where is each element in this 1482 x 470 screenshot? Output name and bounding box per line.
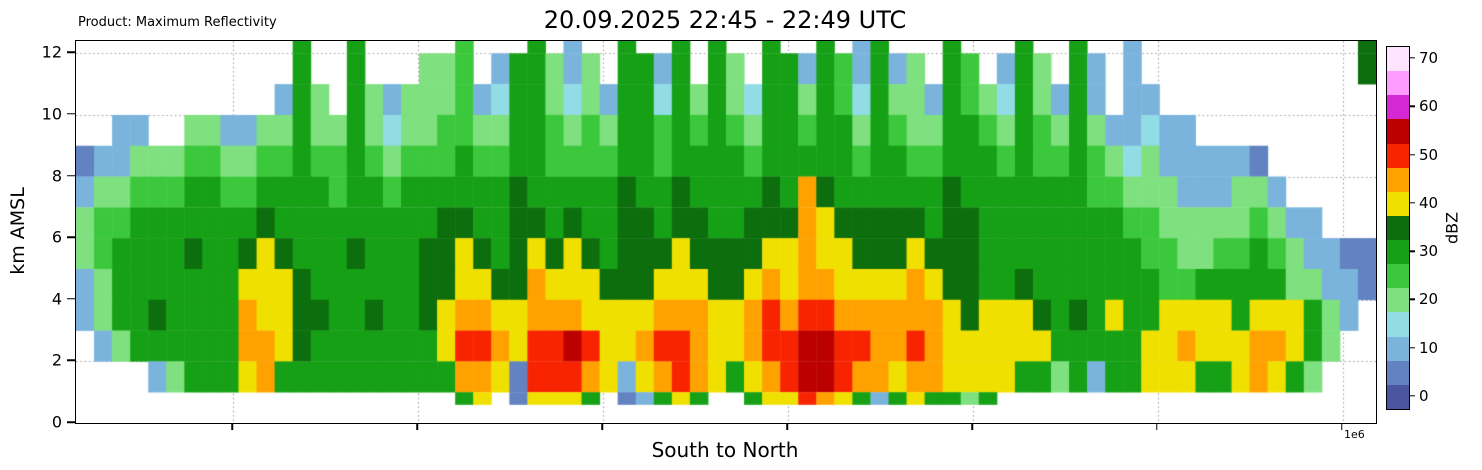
colorbar bbox=[1386, 46, 1410, 410]
colorbar-tick-mark bbox=[1410, 298, 1415, 301]
y-tick-labels: 0 2 4 6 8 10 12 bbox=[0, 40, 64, 432]
colorbar-tick-mark bbox=[1410, 57, 1415, 59]
y-tick-mark bbox=[67, 51, 75, 54]
colorbar-tick-mark bbox=[1410, 202, 1415, 204]
colorbar-tick-mark bbox=[1410, 250, 1415, 252]
x-tick-mark bbox=[1156, 423, 1158, 430]
x-tick-mark bbox=[786, 423, 788, 430]
colorbar-band bbox=[1387, 70, 1409, 96]
colorbar-band bbox=[1387, 239, 1409, 265]
x-tick-mark bbox=[416, 423, 418, 430]
x-tick-mark bbox=[231, 423, 233, 430]
colorbar-band bbox=[1387, 142, 1409, 168]
colorbar-tick-mark bbox=[1410, 153, 1415, 156]
y-tick-label: 0 bbox=[51, 412, 62, 432]
y-tick-mark bbox=[67, 298, 75, 300]
y-tick-mark bbox=[67, 359, 75, 362]
heatmap-canvas bbox=[76, 41, 1376, 423]
colorbar-tick-labels: 0 10 20 30 40 50 60 70 bbox=[1419, 46, 1459, 408]
plot-area bbox=[75, 40, 1377, 424]
colorbar-unit-label: dBZ bbox=[1442, 211, 1462, 245]
figure-title: 20.09.2025 22:45 - 22:49 UTC bbox=[543, 6, 907, 34]
y-tick-label: 6 bbox=[51, 227, 62, 247]
colorbar-tick-mark bbox=[1410, 346, 1415, 349]
colorbar-band bbox=[1387, 47, 1409, 72]
y-tick-mark bbox=[67, 236, 75, 238]
y-tick-mark bbox=[67, 174, 75, 177]
colorbar-tick-mark bbox=[1410, 105, 1415, 108]
x-axis-label: South to North bbox=[651, 438, 799, 462]
colorbar-band bbox=[1387, 336, 1409, 361]
y-tick-marks bbox=[67, 40, 75, 423]
y-tick-label: 2 bbox=[51, 350, 62, 370]
colorbar-bands bbox=[1387, 47, 1409, 409]
y-tick-label: 4 bbox=[51, 289, 62, 309]
colorbar-tick-label: 60 bbox=[1419, 97, 1439, 116]
colorbar-band bbox=[1387, 311, 1409, 337]
x-axis-offset-label: 1e6 bbox=[1344, 428, 1365, 441]
colorbar-band bbox=[1387, 94, 1409, 120]
y-tick-label: 8 bbox=[51, 166, 62, 186]
colorbar-band bbox=[1387, 263, 1409, 289]
colorbar-band bbox=[1387, 360, 1409, 385]
x-tick-mark bbox=[971, 423, 973, 430]
y-tick-label: 10 bbox=[41, 104, 62, 124]
x-tick-mark bbox=[1341, 423, 1343, 430]
colorbar-tick-label: 30 bbox=[1419, 242, 1439, 261]
colorbar-band bbox=[1387, 215, 1409, 241]
y-tick-mark bbox=[67, 421, 75, 423]
colorbar-tick-label: 20 bbox=[1419, 290, 1439, 309]
colorbar-band bbox=[1387, 118, 1409, 144]
colorbar-tick-label: 10 bbox=[1419, 338, 1439, 357]
colorbar-band bbox=[1387, 191, 1409, 216]
y-tick-mark bbox=[67, 113, 75, 115]
colorbar-tick-mark bbox=[1410, 395, 1415, 397]
colorbar-tick-label: 40 bbox=[1419, 193, 1439, 212]
colorbar-band bbox=[1387, 384, 1409, 409]
colorbar-tick-label: 0 bbox=[1419, 386, 1429, 405]
colorbar-tick-marks bbox=[1410, 46, 1416, 408]
product-label: Product: Maximum Reflectivity bbox=[78, 15, 277, 30]
colorbar-band bbox=[1387, 287, 1409, 313]
x-tick-marks bbox=[75, 423, 1375, 431]
y-tick-label: 12 bbox=[41, 42, 62, 62]
x-tick-mark bbox=[601, 423, 603, 430]
colorbar-tick-label: 50 bbox=[1419, 145, 1439, 164]
colorbar-tick-label: 70 bbox=[1419, 49, 1439, 68]
colorbar-band bbox=[1387, 167, 1409, 192]
